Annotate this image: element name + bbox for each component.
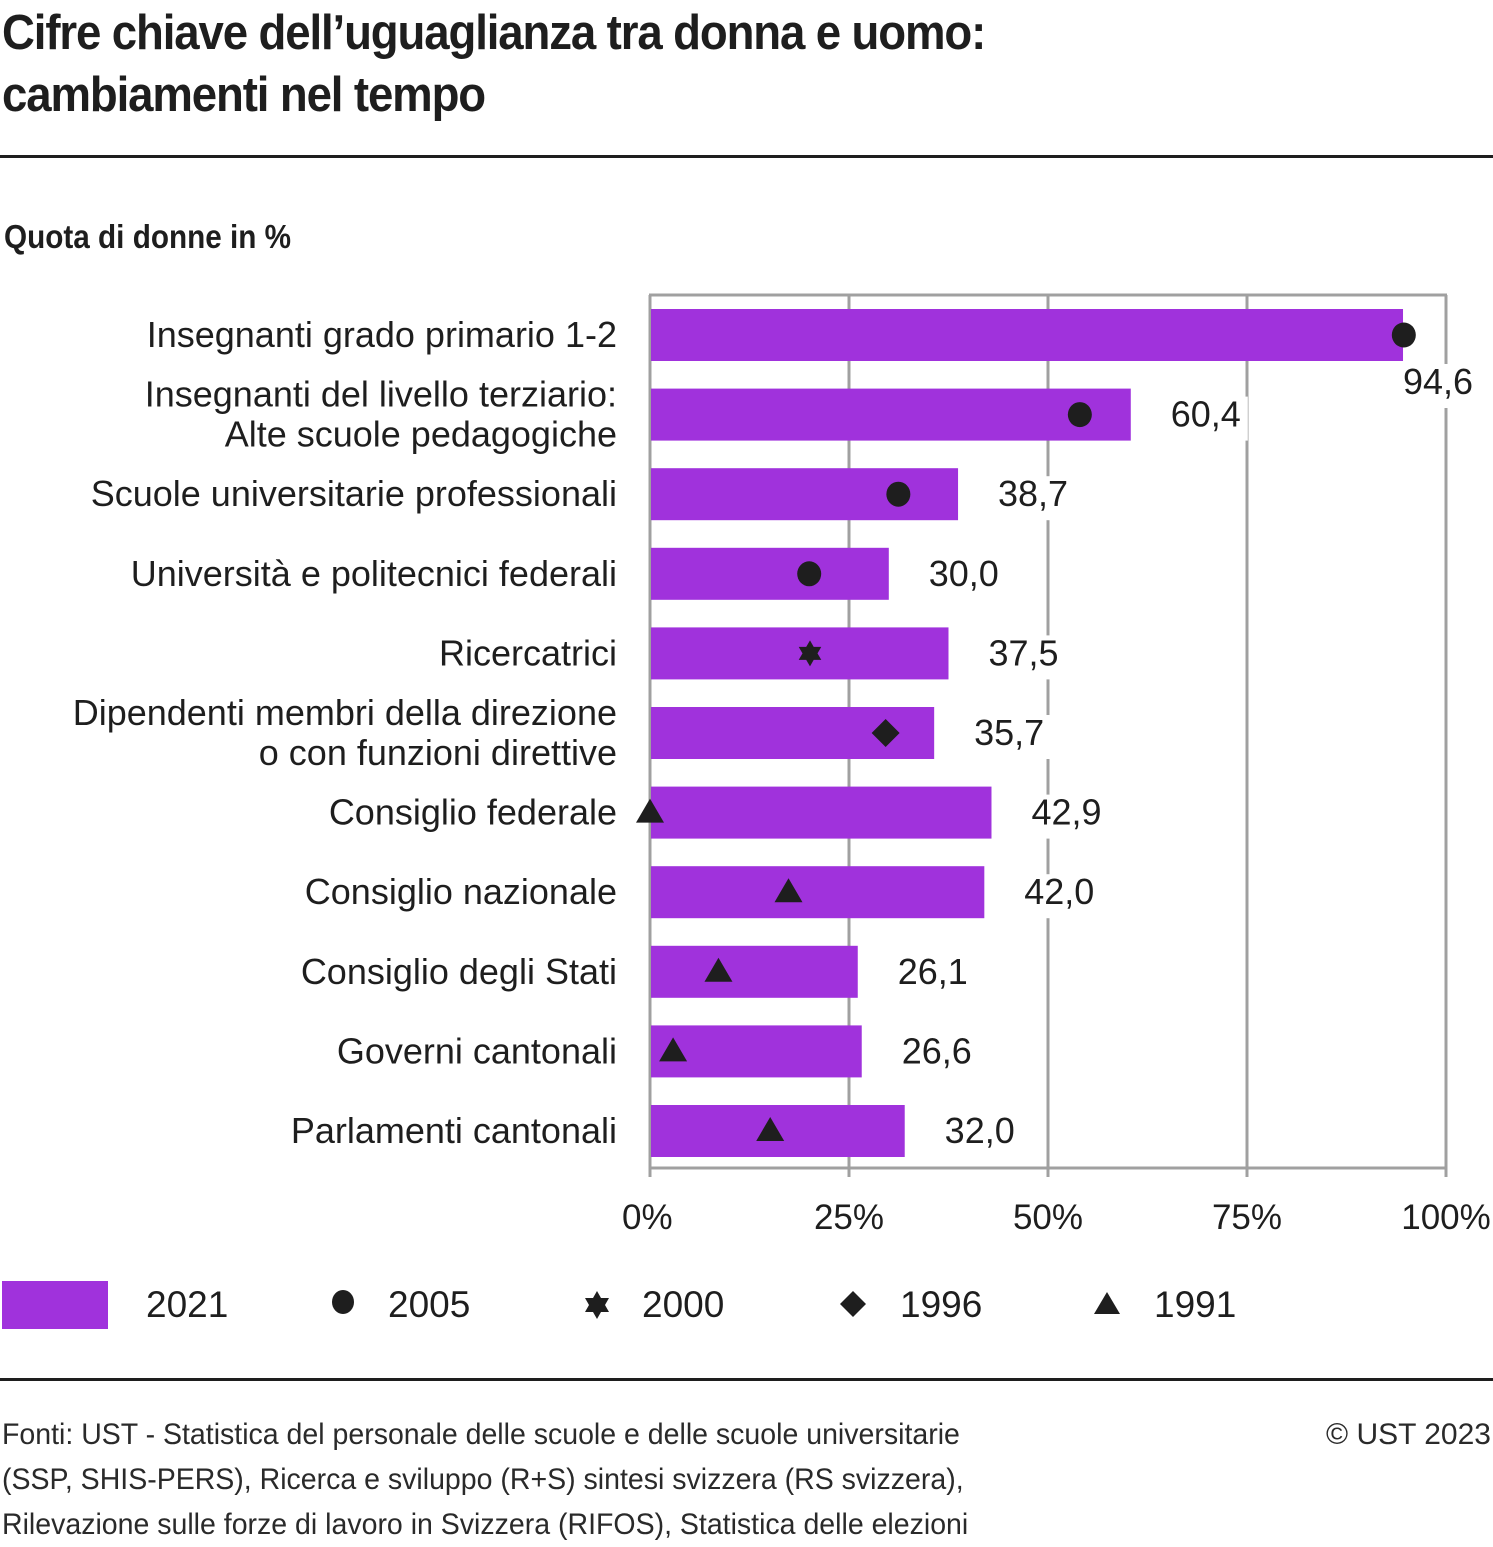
value-label: 42,9 <box>1031 792 1101 833</box>
value-label: 94,6 <box>1403 361 1473 402</box>
category-label: Università e politecnici federali <box>131 553 617 594</box>
star-marker-icon <box>585 1291 609 1319</box>
category-label: Scuole universitarie professionali <box>91 473 617 514</box>
copyright: © UST 2023 <box>1326 1418 1491 1451</box>
legend-label: 2005 <box>388 1284 471 1325</box>
value-label: 35,7 <box>974 712 1044 753</box>
marker-layer <box>636 322 1416 1141</box>
chart-subtitle: Quota di donne in % <box>4 218 292 255</box>
legend-item-1991: 1991 <box>1092 1280 1236 1330</box>
chart-title-line-2: cambiamenti nel tempo <box>2 68 486 122</box>
marker-2005-circle <box>797 561 822 587</box>
value-label: 42,0 <box>1024 871 1094 912</box>
category-label: Consiglio nazionale <box>305 871 617 912</box>
category-label: o con funzioni direttive <box>259 732 617 773</box>
title-divider <box>0 155 1493 158</box>
marker-2005-circle <box>1391 322 1416 348</box>
x-tick-label: 100% <box>1401 1198 1491 1237</box>
label-layer: 94,6 60,4 38,7 30,0 37,5 35,7 42,9 42,0 26,1 26,6… <box>890 361 1481 1157</box>
value-label-bg <box>991 476 1076 521</box>
value-label: 38,7 <box>998 473 1068 514</box>
legend-swatch-bar <box>2 1281 108 1329</box>
value-label: 32,0 <box>945 1110 1015 1151</box>
legend-label: 2000 <box>642 1284 725 1325</box>
legend: 2021 2005 2000 1996 1991 <box>0 1280 1493 1330</box>
category-label: Governi cantonali <box>337 1030 617 1071</box>
bar-2021 <box>651 468 959 521</box>
sources-line-2: (SSP, SHIS-PERS), Ricerca e sviluppo (R+… <box>2 1463 964 1496</box>
value-label-bg <box>1024 794 1109 839</box>
x-tick-label: 75% <box>1212 1198 1282 1237</box>
marker-2005-circle <box>1067 402 1092 428</box>
legend-item-2021: 2021 <box>2 1280 228 1330</box>
value-label-bg <box>981 635 1066 680</box>
legend-label: 2021 <box>146 1284 229 1325</box>
sources-note: Fonti: UST - Statistica del personale de… <box>2 1412 968 1547</box>
bar-2021 <box>651 1025 862 1078</box>
marker-1996-diamond <box>871 719 900 747</box>
circle-marker-icon <box>332 1290 354 1314</box>
bar-2021 <box>651 945 858 998</box>
legend-label: 1996 <box>900 1284 983 1325</box>
marker-2000-star <box>798 640 822 667</box>
value-label: 26,1 <box>898 951 968 992</box>
sources-line-3: Rilevazione sulle forze di lavoro in Svi… <box>2 1508 969 1541</box>
category-labels: Insegnanti grado primario 1-2 Insegnanti … <box>73 314 617 1151</box>
x-tick-label: 50% <box>1013 1198 1083 1237</box>
legend-item-2005: 2005 <box>328 1280 470 1330</box>
sources-line-1: Fonti: UST - Statistica del personale de… <box>2 1418 960 1451</box>
triangle-marker-icon <box>1094 1292 1120 1314</box>
marker-2005-circle <box>886 481 911 507</box>
category-label: Insegnanti del livello terziario: <box>145 374 617 415</box>
value-label-bg <box>890 953 975 998</box>
chart-title-line-1: Cifre chiave dell’uguaglianza tra donna … <box>2 6 986 60</box>
bar-2021 <box>651 547 889 600</box>
value-label-bg <box>894 1033 979 1078</box>
category-label: Ricercatrici <box>439 632 617 673</box>
bar-2021 <box>651 388 1131 441</box>
value-label-bg <box>937 1113 1022 1157</box>
bar-2021 <box>651 866 985 919</box>
legend-item-2000: 2000 <box>582 1280 724 1330</box>
value-label-bg <box>967 715 1052 759</box>
category-label: Consiglio degli Stati <box>301 951 617 992</box>
value-label-bg <box>921 555 1006 600</box>
x-axis-ticks: 0% 25% 50% 75% 100% <box>622 1198 1491 1237</box>
marker-1991-triangle <box>704 957 733 982</box>
value-label: 30,0 <box>929 553 999 594</box>
bar-2021 <box>651 786 992 839</box>
diamond-marker-icon <box>840 1291 866 1317</box>
marker-1991-triangle <box>756 1117 785 1141</box>
value-label: 37,5 <box>988 632 1058 673</box>
value-label: 26,6 <box>902 1030 972 1071</box>
bar-2021 <box>651 309 1404 361</box>
x-tick-label: 0% <box>622 1198 673 1237</box>
marker-1991-triangle <box>774 878 803 903</box>
footer-divider <box>0 1378 1493 1381</box>
value-label: 60,4 <box>1171 394 1241 435</box>
value-label-bg <box>1163 396 1248 441</box>
bar-chart: 94,6 60,4 38,7 30,0 37,5 35,7 42,9 42,0 26,1 26,6… <box>73 293 1491 1237</box>
category-label: Insegnanti grado primario 1-2 <box>147 314 617 355</box>
marker-1991-triangle <box>659 1037 688 1062</box>
legend-label: 1991 <box>1154 1284 1237 1325</box>
legend-item-1996: 1996 <box>838 1280 982 1330</box>
category-label: Parlamenti cantonali <box>291 1110 617 1151</box>
x-tick-label: 25% <box>814 1198 884 1237</box>
value-label-bg <box>1396 364 1481 408</box>
value-label-bg <box>1017 874 1102 919</box>
category-label: Consiglio federale <box>329 792 617 833</box>
category-label: Dipendenti membri della direzione <box>73 692 617 733</box>
marker-1991-triangle <box>636 798 664 823</box>
bar-2021 <box>651 627 949 680</box>
category-label: Alte scuole pedagogiche <box>225 414 617 455</box>
chart-title: Cifre chiave dell’uguaglianza tra donna … <box>2 2 986 126</box>
